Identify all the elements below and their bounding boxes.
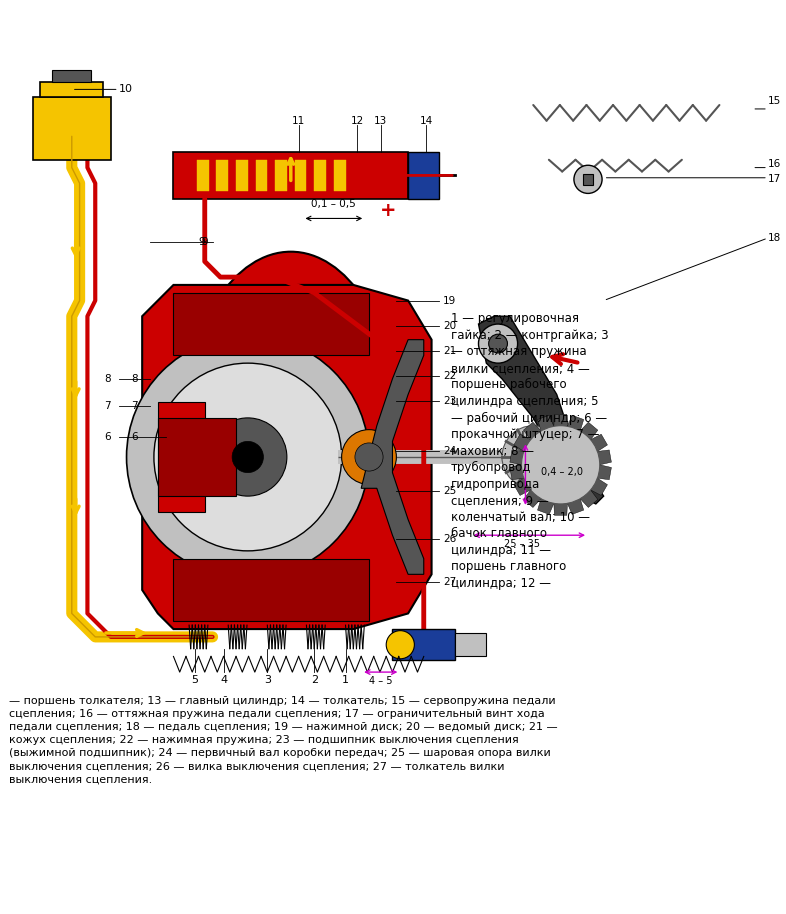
Circle shape — [489, 335, 508, 353]
Text: 20: 20 — [443, 321, 457, 331]
Text: 6: 6 — [131, 432, 138, 442]
Text: 23: 23 — [443, 396, 457, 406]
FancyBboxPatch shape — [174, 292, 369, 356]
Text: 5: 5 — [191, 675, 198, 685]
Polygon shape — [538, 499, 554, 515]
Polygon shape — [554, 504, 567, 515]
Polygon shape — [538, 415, 554, 431]
FancyBboxPatch shape — [174, 558, 369, 622]
Text: +: + — [380, 201, 397, 220]
Polygon shape — [514, 478, 531, 495]
Circle shape — [154, 363, 342, 551]
Text: 25 – 35: 25 – 35 — [504, 539, 539, 549]
FancyBboxPatch shape — [216, 160, 228, 191]
Text: 9: 9 — [198, 237, 204, 247]
FancyBboxPatch shape — [455, 633, 487, 656]
Polygon shape — [514, 434, 531, 452]
Text: 17: 17 — [768, 175, 781, 185]
Text: 11: 11 — [292, 116, 305, 125]
Circle shape — [342, 430, 396, 484]
Ellipse shape — [187, 251, 395, 584]
Polygon shape — [580, 490, 598, 507]
FancyBboxPatch shape — [275, 160, 287, 191]
Polygon shape — [567, 499, 584, 515]
Text: 9: 9 — [201, 237, 208, 247]
FancyBboxPatch shape — [295, 160, 307, 191]
Text: 0,1 – 0,5: 0,1 – 0,5 — [311, 198, 356, 208]
Polygon shape — [479, 316, 604, 504]
Text: 8: 8 — [131, 374, 138, 384]
FancyBboxPatch shape — [2, 66, 784, 848]
FancyBboxPatch shape — [236, 160, 248, 191]
Text: 1: 1 — [342, 675, 349, 685]
Text: 13: 13 — [374, 116, 387, 125]
Text: 8: 8 — [105, 374, 111, 384]
Polygon shape — [597, 465, 612, 480]
Text: 25: 25 — [443, 486, 457, 496]
FancyBboxPatch shape — [52, 69, 91, 81]
Circle shape — [232, 441, 263, 473]
Polygon shape — [590, 478, 608, 495]
FancyBboxPatch shape — [158, 402, 204, 512]
Circle shape — [355, 443, 383, 471]
Text: 15: 15 — [768, 96, 781, 106]
Polygon shape — [580, 422, 598, 440]
Polygon shape — [597, 450, 612, 465]
Text: 22: 22 — [443, 371, 457, 380]
FancyBboxPatch shape — [408, 152, 439, 199]
Text: 1 — регулировочная
гайка; 2 — контргайка; 3
— оттяжная пружина
вилки сцепления; : 1 — регулировочная гайка; 2 — контргайка… — [451, 313, 608, 590]
Polygon shape — [510, 450, 524, 465]
FancyBboxPatch shape — [41, 81, 103, 97]
Polygon shape — [362, 340, 424, 574]
Polygon shape — [554, 414, 567, 426]
Polygon shape — [510, 465, 524, 480]
Polygon shape — [142, 285, 432, 629]
FancyBboxPatch shape — [255, 160, 267, 191]
Polygon shape — [567, 415, 584, 431]
Text: 26: 26 — [443, 534, 457, 544]
Text: — поршень толкателя; 13 — главный цилиндр; 14 — толкатель; 15 — сервопружина пед: — поршень толкателя; 13 — главный цилинд… — [9, 696, 558, 785]
Polygon shape — [590, 434, 608, 452]
Polygon shape — [523, 490, 541, 507]
FancyBboxPatch shape — [334, 160, 346, 191]
FancyBboxPatch shape — [158, 418, 236, 496]
Circle shape — [522, 426, 600, 504]
Text: 12: 12 — [351, 116, 364, 125]
Circle shape — [127, 335, 369, 579]
Polygon shape — [523, 422, 541, 440]
FancyBboxPatch shape — [174, 152, 408, 199]
Text: 7: 7 — [105, 401, 111, 411]
FancyBboxPatch shape — [314, 160, 326, 191]
Text: 3: 3 — [264, 675, 271, 685]
FancyBboxPatch shape — [582, 174, 593, 185]
Text: 2: 2 — [310, 675, 318, 685]
Text: 7: 7 — [131, 401, 138, 411]
Text: 24: 24 — [443, 446, 457, 456]
Text: 6: 6 — [105, 432, 111, 442]
Text: 4 – 5: 4 – 5 — [369, 675, 392, 686]
Circle shape — [574, 165, 602, 194]
Circle shape — [479, 324, 518, 363]
Text: 0,4 – 2,0: 0,4 – 2,0 — [541, 467, 583, 477]
FancyBboxPatch shape — [33, 97, 111, 160]
FancyBboxPatch shape — [392, 629, 455, 660]
Text: 27: 27 — [443, 577, 457, 587]
Text: 14: 14 — [420, 116, 433, 125]
Text: 16: 16 — [768, 159, 781, 169]
Text: 21: 21 — [443, 345, 457, 356]
Text: 19: 19 — [443, 295, 457, 305]
Circle shape — [502, 426, 564, 488]
Text: 18: 18 — [768, 233, 781, 243]
Text: 4: 4 — [221, 675, 228, 685]
Text: 10: 10 — [119, 84, 133, 94]
Circle shape — [386, 631, 414, 659]
FancyBboxPatch shape — [197, 160, 208, 191]
Circle shape — [208, 418, 287, 496]
